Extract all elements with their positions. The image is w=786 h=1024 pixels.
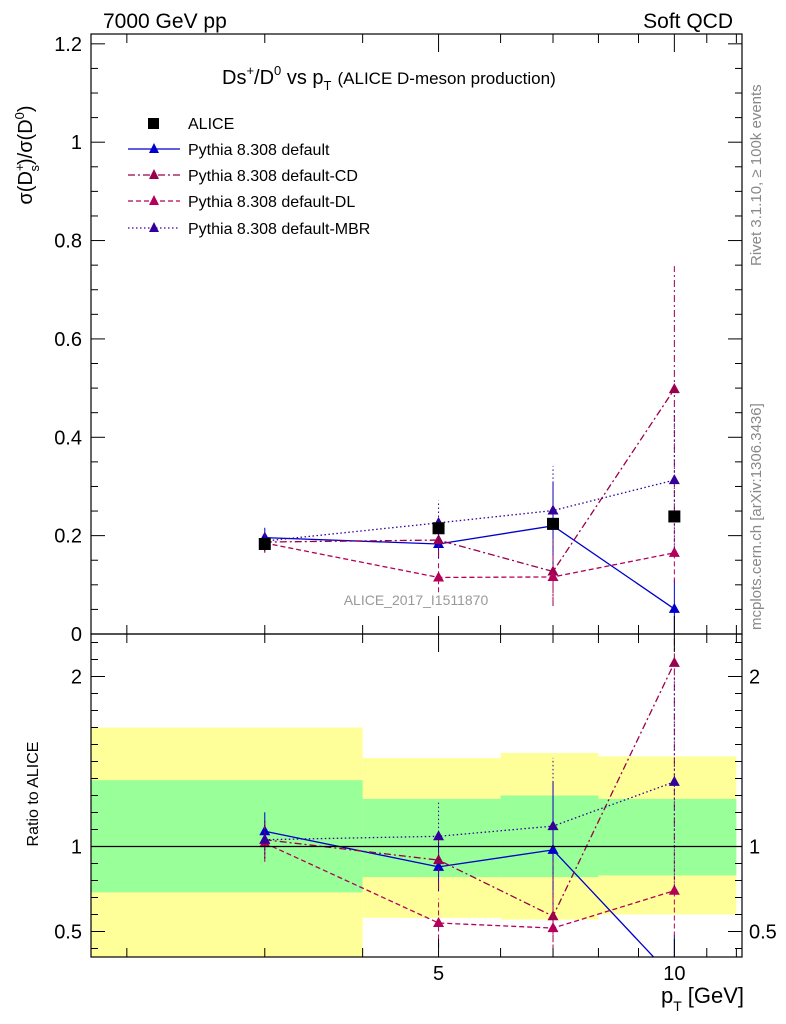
band-inner-2 bbox=[500, 795, 599, 878]
plot-title: Ds+/D0 vs pT (ALICE D-meson production) bbox=[222, 63, 556, 93]
main-line-mbr bbox=[264, 479, 675, 542]
category-label: Soft QCD bbox=[643, 10, 733, 33]
ratio-point-mbr-2 bbox=[547, 820, 559, 831]
ratio-point-dl-2 bbox=[547, 922, 559, 933]
main-ytick-label: 0.4 bbox=[54, 427, 82, 449]
ratio-point-mbr-0 bbox=[259, 833, 271, 844]
xtick-label: 10 bbox=[663, 963, 685, 985]
ratio-line-mbr bbox=[264, 781, 675, 841]
main-ytick-label: 0.2 bbox=[54, 526, 82, 548]
ratio-ytick-label-right: 1 bbox=[749, 837, 760, 859]
main-point-default-3 bbox=[668, 602, 680, 613]
main-y-axis-label: σ(D+s)/σ(D0) bbox=[12, 105, 42, 204]
ratio-point-cd-3 bbox=[668, 656, 680, 667]
main-ytick-label: 0.8 bbox=[54, 231, 82, 253]
legend: ALICE Pythia 8.308 default Pythia 8.308 … bbox=[128, 116, 370, 238]
main-point-cd-3 bbox=[668, 383, 680, 394]
axis-ticks: 0 0.2 0.4 0.6 0.8 1 1.2 0.5 0.5 1 1 2 2 5 10 bbox=[54, 34, 777, 985]
legend-label-dl: Pythia 8.308 default-DL bbox=[188, 194, 355, 211]
main-series bbox=[258, 266, 681, 634]
main-point-dl-1 bbox=[433, 571, 445, 582]
legend-marker-default bbox=[149, 143, 159, 153]
main-point-alice-2 bbox=[547, 517, 560, 530]
legend-marker-mbr bbox=[149, 222, 159, 232]
main-ytick-label: 0.6 bbox=[54, 329, 82, 351]
energy-label: 7000 GeV pp bbox=[103, 10, 227, 33]
main-ytick-label: 1.2 bbox=[54, 34, 82, 56]
main-point-alice-1 bbox=[432, 522, 445, 535]
legend-label-mbr: Pythia 8.308 default-MBR bbox=[188, 221, 370, 238]
legend-label-default: Pythia 8.308 default bbox=[188, 142, 330, 159]
main-point-alice-0 bbox=[258, 538, 271, 550]
band-inner-3 bbox=[598, 798, 737, 876]
ratio-point-dl-3 bbox=[668, 884, 680, 895]
main-point-mbr-2 bbox=[547, 504, 559, 515]
ratio-line-dl bbox=[264, 842, 675, 929]
main-point-mbr-3 bbox=[668, 474, 680, 485]
ratio-ytick-label-left: 2 bbox=[71, 667, 82, 689]
main-line-dl bbox=[264, 542, 675, 579]
legend-entry-dl: Pythia 8.308 default-DL bbox=[128, 194, 355, 211]
x-axis-label: pT [GeV] bbox=[661, 983, 744, 1014]
ratio-line-default bbox=[264, 830, 655, 957]
ratio-point-default-1 bbox=[433, 860, 445, 871]
mcplots-label: mcplots.cern.ch [arXiv:1306.3436] bbox=[748, 403, 765, 630]
legend-label-cd: Pythia 8.308 default-CD bbox=[188, 168, 358, 185]
analysis-watermark: ALICE_2017_I1511870 bbox=[344, 592, 489, 608]
main-point-cd-1 bbox=[433, 534, 445, 545]
ratio-point-dl-1 bbox=[433, 917, 445, 927]
legend-label-alice: ALICE bbox=[188, 116, 234, 133]
ratio-uncertainty-bands bbox=[91, 727, 737, 957]
ratio-ytick-label-right: 2 bbox=[749, 667, 760, 689]
main-line-cd bbox=[264, 388, 675, 573]
ratio-ytick-label-left: 1 bbox=[71, 837, 82, 859]
main-point-dl-2 bbox=[547, 570, 559, 581]
legend-marker-cd bbox=[149, 169, 159, 179]
legend-entry-cd: Pythia 8.308 default-CD bbox=[128, 168, 358, 185]
main-point-cd-2 bbox=[547, 565, 559, 576]
band-inner-1 bbox=[362, 798, 501, 878]
main-point-alice-3 bbox=[668, 510, 681, 523]
legend-entry-mbr: Pythia 8.308 default-MBR bbox=[128, 221, 370, 238]
ratio-y-axis-label: Ratio to ALICE bbox=[25, 742, 42, 847]
legend-marker-dl bbox=[149, 195, 159, 205]
legend-entry-alice: ALICE bbox=[148, 116, 234, 133]
ratio-ytick-label-right: 0.5 bbox=[749, 922, 777, 944]
ratio-series bbox=[259, 634, 680, 957]
ratio-point-mbr-3 bbox=[668, 775, 680, 786]
ratio-point-mbr-1 bbox=[433, 830, 445, 841]
legend-entry-default: Pythia 8.308 default bbox=[128, 142, 330, 159]
legend-marker-alice bbox=[148, 118, 159, 129]
main-point-dl-3 bbox=[668, 546, 680, 557]
band-inner-0 bbox=[91, 780, 363, 893]
ratio-ytick-label-left: 0.5 bbox=[54, 922, 82, 944]
main-ytick-label: 1 bbox=[71, 132, 82, 154]
xtick-label: 5 bbox=[433, 963, 444, 985]
rivet-label: Rivet 3.1.10, ≥ 100k events bbox=[748, 84, 765, 266]
main-ytick-label: 0 bbox=[71, 624, 82, 646]
